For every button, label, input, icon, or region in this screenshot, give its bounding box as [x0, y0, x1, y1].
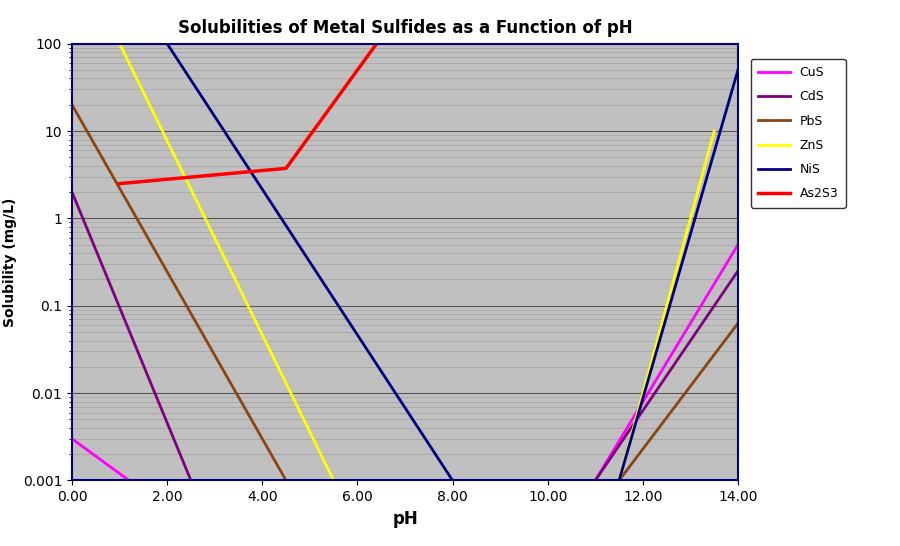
CdS [501, 477, 512, 484]
NiS [661, 316, 671, 323]
PbS [281, 477, 292, 484]
CdS [67, 189, 77, 195]
CuS [67, 436, 77, 442]
X-axis label: pH: pH [392, 510, 418, 528]
NiS [532, 477, 543, 484]
ZnS [207, 230, 218, 236]
CuS [508, 477, 519, 484]
PbS [159, 265, 170, 271]
Line: CuS: CuS [72, 245, 738, 480]
Legend: CuS, CdS, PbS, ZnS, NiS, As2S3: CuS, CdS, PbS, ZnS, NiS, As2S3 [751, 58, 846, 208]
ZnS [429, 477, 440, 484]
As2S3 [182, 174, 193, 181]
Line: CdS: CdS [72, 192, 738, 480]
PbS [526, 477, 537, 484]
CdS [131, 346, 142, 352]
PbS [733, 320, 743, 327]
Line: NiS: NiS [167, 44, 738, 480]
CuS [123, 477, 134, 484]
Line: As2S3: As2S3 [120, 0, 419, 183]
NiS [162, 40, 173, 47]
CuS [117, 472, 128, 479]
ZnS [539, 477, 550, 484]
ZnS [651, 340, 661, 347]
CdS [650, 390, 661, 396]
NiS [265, 198, 275, 205]
NiS [447, 477, 458, 484]
PbS [482, 477, 493, 484]
As2S3 [400, 0, 411, 7]
CdS [185, 477, 196, 484]
As2S3 [209, 171, 220, 178]
ZnS [328, 477, 339, 484]
PbS [67, 102, 77, 108]
Line: ZnS: ZnS [120, 44, 715, 480]
ZnS [709, 128, 720, 134]
CuS [733, 241, 743, 248]
Line: PbS: PbS [72, 105, 738, 480]
As2S3 [365, 49, 376, 56]
CdS [457, 477, 468, 484]
PbS [399, 477, 410, 484]
CuS [650, 379, 661, 385]
CdS [733, 268, 743, 274]
As2S3 [114, 180, 125, 187]
CuS [390, 477, 400, 484]
CdS [646, 395, 657, 401]
NiS [733, 67, 743, 73]
NiS [663, 306, 674, 312]
CdS [373, 477, 383, 484]
As2S3 [294, 146, 305, 153]
CuS [468, 477, 479, 484]
CuS [646, 384, 657, 391]
ZnS [653, 331, 664, 338]
Title: Solubilities of Metal Sulfides as a Function of pH: Solubilities of Metal Sulfides as a Func… [177, 19, 633, 37]
Y-axis label: Solubility (mg/L): Solubility (mg/L) [4, 198, 17, 327]
NiS [559, 477, 570, 484]
PbS [661, 416, 671, 422]
ZnS [501, 477, 512, 484]
NiS [479, 477, 490, 484]
As2S3 [320, 112, 330, 118]
ZnS [114, 40, 125, 47]
PbS [663, 412, 674, 418]
